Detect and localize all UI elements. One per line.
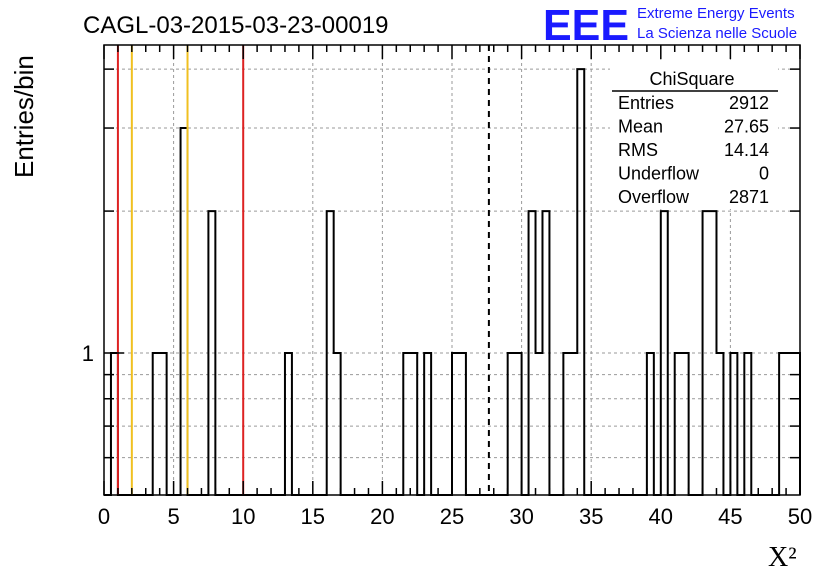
histogram-bin — [403, 353, 410, 495]
stats-label: Overflow — [618, 187, 690, 207]
stats-value: 14.14 — [724, 140, 769, 160]
histogram-bin — [716, 353, 723, 495]
x-tick-label: 40 — [649, 504, 673, 529]
stats-value: 0 — [759, 164, 769, 184]
x-tick-label: 45 — [718, 504, 742, 529]
logo-line2: La Scienza nelle Scuole — [637, 25, 797, 42]
eee-logo: EEE Extreme Energy Events La Scienza nel… — [543, 1, 797, 50]
histogram-bin — [153, 353, 160, 495]
stats-label: Entries — [618, 93, 674, 113]
histogram-bin — [508, 353, 515, 495]
stats-box-bg — [610, 63, 778, 209]
x-tick-label: 5 — [167, 504, 179, 529]
histogram-bin — [334, 353, 341, 495]
x-tick-label: 0 — [98, 504, 110, 529]
axes: 0 5 10 15 20 25 30 35 40 45 50 1 — [82, 44, 812, 529]
y-axis-label: Entries/bin — [9, 55, 39, 178]
x-tick-label: 35 — [579, 504, 603, 529]
histogram-bin — [542, 211, 549, 495]
x-axis-label: X² — [768, 542, 797, 572]
histogram-bin — [327, 211, 334, 495]
histogram-bin — [424, 353, 431, 495]
histogram-bin — [682, 353, 689, 495]
histogram-bin — [675, 353, 682, 495]
histogram-bin — [452, 353, 459, 495]
histogram-bin — [710, 211, 717, 495]
histogram-bin — [570, 353, 577, 495]
x-tick-label: 30 — [509, 504, 533, 529]
chart-title: CAGL-03-2015-03-23-00019 — [83, 12, 389, 39]
histogram-bin — [515, 353, 522, 495]
stats-value: 2871 — [729, 187, 769, 207]
stats-label: Mean — [618, 117, 663, 137]
histogram-bin — [459, 353, 466, 495]
stats-label: RMS — [618, 140, 658, 160]
histogram-bin — [208, 211, 215, 495]
stats-value: 27.65 — [724, 117, 769, 137]
stats-box: ChiSquare Entries 2912 Mean 27.65 RMS 14.14 Un… — [610, 63, 778, 209]
x-tick-label: 15 — [301, 504, 325, 529]
y-tick-label: 1 — [82, 341, 94, 366]
histogram-bin — [661, 211, 668, 495]
histogram-bin — [536, 353, 543, 495]
histogram-bin — [410, 353, 417, 495]
histogram-bin — [529, 211, 536, 495]
stats-value: 2912 — [729, 93, 769, 113]
x-tick-label: 25 — [440, 504, 464, 529]
logo-mark: EEE — [543, 1, 629, 50]
reference-lines — [116, 45, 490, 495]
histogram-bin — [703, 211, 710, 495]
x-tick-label: 10 — [231, 504, 255, 529]
histogram-bin — [779, 353, 786, 495]
logo-line1: Extreme Energy Events — [637, 5, 795, 22]
histogram-bin — [160, 353, 167, 495]
histogram-bin — [647, 353, 654, 495]
histogram-bin — [577, 69, 584, 495]
stats-title: ChiSquare — [649, 69, 734, 89]
x-tick-label: 50 — [788, 504, 812, 529]
x-tick-label: 20 — [370, 504, 394, 529]
histogram-bin — [730, 353, 737, 495]
histogram-bin — [744, 353, 751, 495]
histogram-bin — [181, 128, 188, 495]
histogram-bin — [563, 353, 570, 495]
stats-label: Underflow — [618, 164, 700, 184]
histogram-bin — [285, 353, 292, 495]
